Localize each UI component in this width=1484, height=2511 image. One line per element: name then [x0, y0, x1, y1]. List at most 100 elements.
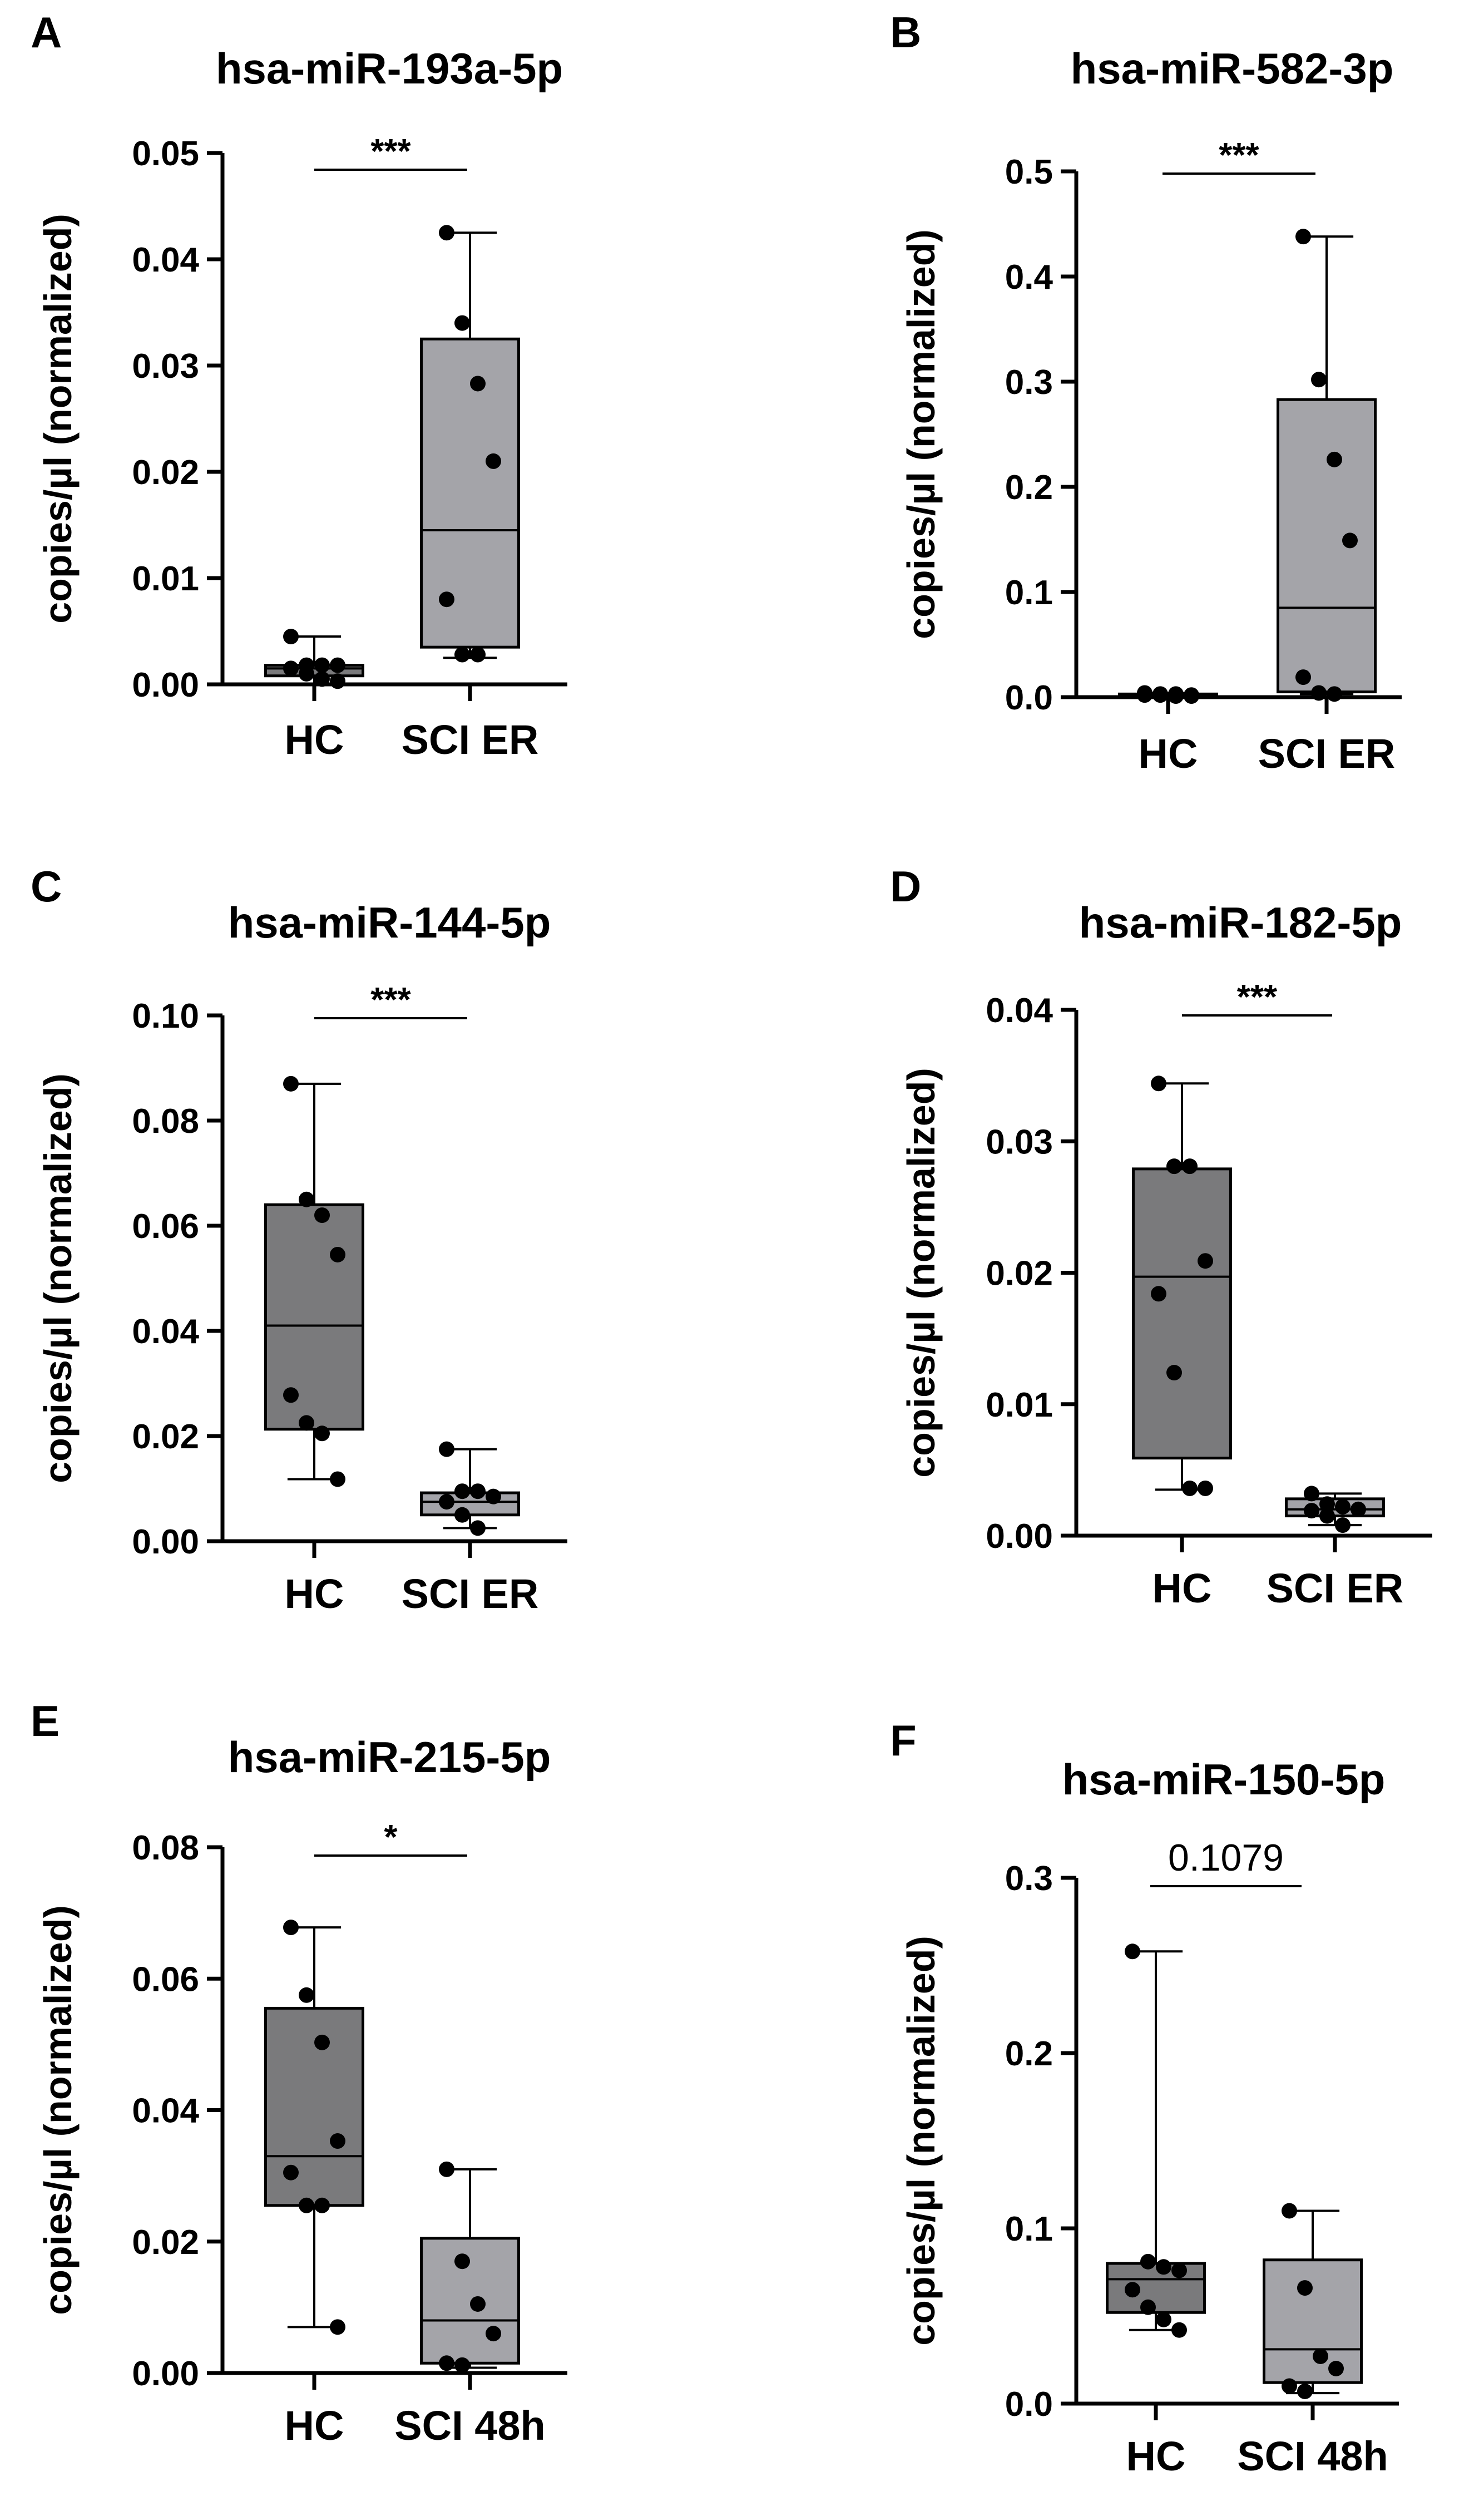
significance-label: * — [384, 1818, 398, 1857]
data-point — [283, 660, 299, 677]
data-point — [439, 1441, 454, 1457]
data-point — [454, 1507, 470, 1523]
data-point — [1184, 688, 1199, 704]
category-label: HC — [285, 1571, 344, 1617]
data-point — [1282, 2378, 1297, 2394]
data-point — [470, 647, 486, 663]
chart-title: hsa-miR-144-5p — [228, 898, 551, 947]
data-point — [330, 673, 345, 689]
data-point — [439, 2161, 454, 2177]
y-tick-label: 0.06 — [132, 1960, 199, 1999]
y-axis-label: copies/µl (normalized) — [36, 1073, 80, 1483]
data-point — [1335, 1517, 1351, 1533]
data-point — [454, 1483, 470, 1499]
y-tick-label: 0.02 — [986, 1255, 1053, 1293]
data-point — [439, 225, 454, 241]
group-hc: HC — [264, 629, 364, 763]
data-point — [283, 629, 299, 645]
data-point — [330, 2319, 345, 2335]
group-hc: HC — [1106, 1943, 1206, 2479]
y-tick-label: 0.04 — [986, 991, 1053, 1030]
data-point — [1151, 1076, 1166, 1092]
data-point — [454, 647, 470, 663]
data-point — [299, 1415, 314, 1431]
data-point — [299, 1987, 314, 2003]
panel-letter: E — [31, 1696, 60, 1745]
data-point — [299, 665, 314, 682]
data-point — [470, 2296, 486, 2312]
data-point — [1297, 2383, 1313, 2399]
data-point — [314, 671, 330, 687]
box-iqr — [420, 2237, 520, 2365]
chart-title: hsa-miR-582-3p — [1071, 44, 1394, 93]
data-point — [470, 376, 486, 392]
data-point — [1182, 1480, 1198, 1496]
y-tick-label: 0.04 — [132, 1313, 199, 1351]
group-sci-er: SCI ER — [1267, 1486, 1404, 1611]
chart-title: hsa-miR-193a-5p — [216, 44, 563, 93]
y-tick-label: 0.01 — [132, 560, 199, 598]
y-tick-label: 0.10 — [132, 997, 199, 1035]
y-tick-label: 0.2 — [1005, 2035, 1053, 2073]
group-sci-er: SCI ER — [1258, 229, 1396, 777]
y-tick-label: 0.3 — [1005, 1859, 1053, 1898]
y-tick-label: 0.3 — [1005, 363, 1053, 402]
category-label: HC — [1152, 1565, 1212, 1611]
group-sci-er: SCI ER — [402, 225, 538, 763]
box-iqr — [264, 2006, 364, 2207]
y-axis-label: copies/µl (normalized) — [899, 1936, 943, 2346]
y-tick-label: 0.08 — [132, 1829, 199, 1867]
group-sci-48h: SCI 48h — [1237, 2203, 1388, 2479]
data-point — [1311, 372, 1327, 388]
y-tick-label: 0.08 — [132, 1102, 199, 1141]
data-point — [314, 2197, 330, 2213]
data-point — [1168, 688, 1184, 704]
significance-label: *** — [1237, 978, 1278, 1017]
data-point — [330, 1471, 345, 1487]
category-label: HC — [285, 2403, 344, 2449]
data-point — [439, 591, 454, 608]
data-point — [283, 1076, 299, 1092]
data-point — [1166, 1365, 1182, 1381]
y-tick-label: 0.4 — [1005, 258, 1053, 297]
y-tick-label: 0.2 — [1005, 468, 1053, 507]
data-point — [1198, 1480, 1213, 1496]
data-point — [314, 1207, 330, 1224]
y-tick-label: 0.03 — [132, 347, 199, 386]
panel-letter: B — [890, 8, 921, 57]
data-point — [454, 2253, 470, 2270]
data-point — [1335, 1499, 1351, 1515]
significance-label: 0.1079 — [1168, 1837, 1284, 1879]
data-point — [454, 315, 470, 331]
category-label: HC — [1139, 731, 1198, 777]
data-point — [1327, 451, 1342, 467]
data-point — [439, 1494, 454, 1510]
y-axis-label: copies/µl (normalized) — [899, 1068, 943, 1478]
y-tick-label: 0.00 — [132, 1523, 199, 1561]
data-point — [486, 453, 501, 469]
category-label: HC — [285, 717, 344, 763]
category-label: SCI ER — [402, 1571, 539, 1617]
data-point — [1295, 669, 1311, 685]
box-iqr — [1106, 2262, 1206, 2314]
data-point — [330, 1246, 345, 1262]
y-tick-label: 0.1 — [1005, 2210, 1053, 2248]
data-point — [1295, 229, 1311, 245]
data-point — [314, 1425, 330, 1442]
panel-letter: C — [31, 862, 62, 911]
category-label: SCI ER — [1267, 1565, 1404, 1611]
category-label: SCI ER — [1258, 731, 1396, 777]
data-point — [314, 2034, 330, 2050]
significance-label: *** — [1219, 136, 1259, 175]
y-axis-label: copies/µl (normalized) — [36, 214, 80, 624]
box-iqr — [420, 1491, 520, 1517]
category-label: SCI 48h — [1237, 2433, 1388, 2479]
data-point — [454, 2357, 470, 2373]
y-tick-label: 0.04 — [132, 2092, 199, 2130]
y-tick-label: 0.04 — [132, 241, 199, 279]
chart-title: hsa-miR-150-5p — [1062, 1755, 1386, 1804]
